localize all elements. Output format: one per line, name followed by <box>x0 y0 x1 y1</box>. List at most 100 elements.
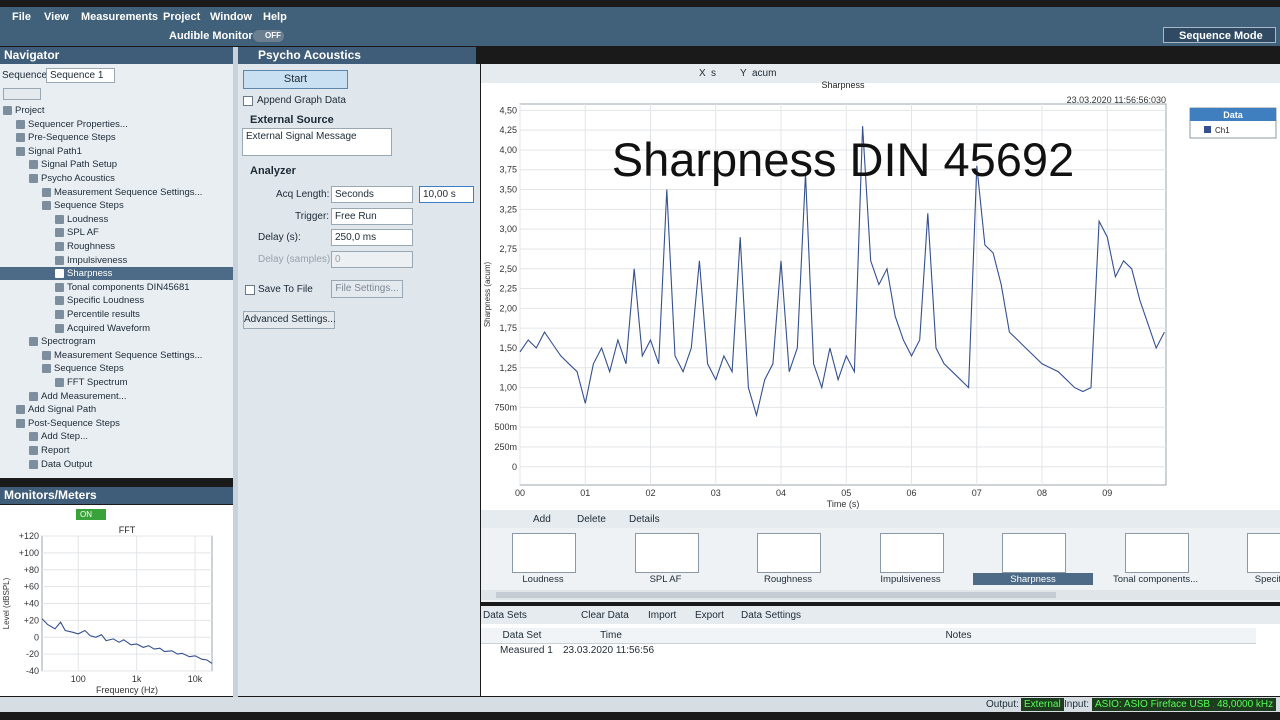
thumbnail[interactable] <box>1124 533 1189 573</box>
y-unit-select[interactable]: acum <box>752 68 777 79</box>
table-cell: 23.03.2020 11:56:56 <box>563 645 655 656</box>
advanced-button[interactable]: Advanced Settings... <box>243 311 336 329</box>
y-tick-label: 3,75 <box>499 165 517 175</box>
data-sets-title: Data Sets <box>483 610 527 621</box>
scrollbar[interactable] <box>481 590 1280 600</box>
x-tick-label: 04 <box>776 488 786 498</box>
thumbnail[interactable] <box>1002 533 1066 573</box>
rate-value: 48,0000 kHz <box>1214 698 1277 711</box>
monitor-toggle[interactable]: ON <box>76 509 106 520</box>
y-tick-label: 2,50 <box>499 264 517 274</box>
tree-item[interactable]: Roughness <box>67 241 116 252</box>
file-settings-button[interactable]: File Settings... <box>331 280 403 298</box>
sequence-select[interactable]: Sequence 1 <box>46 68 115 83</box>
thumbnail-label[interactable]: Sharpness <box>1010 574 1056 585</box>
analyzer-heading: Analyzer <box>250 165 296 177</box>
acq-length-input[interactable]: 10,00 s <box>419 186 474 203</box>
tree-icon <box>29 446 38 455</box>
scroll-thumb[interactable] <box>496 592 1056 598</box>
thumbnail-label[interactable]: Roughness <box>763 574 813 585</box>
tree-item[interactable]: Measurement Sequence Settings... <box>54 349 203 361</box>
navigator: Sequence: Sequence 1 Project Sequencer Pr… <box>0 64 233 478</box>
tree-item[interactable]: Spectrogram <box>41 336 96 348</box>
tree-item[interactable]: Measurement Sequence Settings... <box>54 186 203 198</box>
tree-item[interactable]: Post-Sequence Steps <box>28 417 120 429</box>
thumbnail-label[interactable]: Tonal components... <box>1112 574 1199 585</box>
tree-item[interactable]: Sharpness <box>67 268 113 280</box>
audible-toggle[interactable]: OFF <box>253 30 284 42</box>
tree-item[interactable]: Loudness <box>67 213 109 225</box>
tree-item[interactable]: Add Step... <box>41 431 89 443</box>
menu-item[interactable]: Window <box>210 11 253 23</box>
thumbnail[interactable] <box>512 533 576 573</box>
table-header: Notes <box>945 630 972 641</box>
tree-item[interactable]: Add Measurement... <box>41 390 127 402</box>
tree-item[interactable]: Impulsiveness <box>67 254 128 266</box>
y-tick-label: 4,50 <box>499 105 517 115</box>
settings-button[interactable]: Data Settings <box>741 610 802 621</box>
legend-swatch <box>1204 126 1211 133</box>
save-checkbox[interactable] <box>245 285 255 295</box>
tree-item[interactable]: Psycho Acoustics <box>41 173 115 184</box>
y-tick-label: 3,00 <box>499 224 517 234</box>
tree-icon <box>55 228 64 238</box>
menu-item[interactable]: Project <box>163 11 201 23</box>
tree-icon <box>55 378 64 387</box>
legend-entry: Ch1 <box>1215 126 1230 135</box>
tree-item[interactable]: Sequence Steps <box>54 363 124 375</box>
append-checkbox[interactable] <box>243 96 253 106</box>
menu-item[interactable]: Help <box>263 11 287 23</box>
tree-item[interactable]: Report <box>41 445 70 456</box>
tree-item[interactable]: Sequencer Properties... <box>28 118 128 130</box>
tree-icon <box>16 119 25 129</box>
tree-icon <box>16 133 25 143</box>
thumbnail-label[interactable]: Impulsiveness <box>880 574 941 585</box>
export-button[interactable]: Export <box>695 610 724 621</box>
import-button[interactable]: Import <box>648 610 677 621</box>
y-tick-label: 0 <box>34 632 39 642</box>
tree-item[interactable]: Sequence Steps <box>54 200 124 212</box>
x-unit-select[interactable]: s <box>711 68 716 79</box>
thumbnail-label[interactable]: Specific Lo <box>1254 574 1280 585</box>
thumbnail-label[interactable]: SPL AF <box>649 574 682 585</box>
sharpness-chart: 0 250m 500m 750m 1,00 1,25 1,50 1,75 2,00 2,25 2,5… <box>483 80 1277 509</box>
tree-item[interactable]: Pre-Sequence Steps <box>28 132 116 144</box>
tree-item[interactable]: Tonal components DIN45681 <box>67 281 190 293</box>
y-tick-label: 1,00 <box>499 383 517 393</box>
thumbnail[interactable] <box>1247 533 1280 573</box>
delay-input[interactable]: 250,0 ms <box>331 229 413 246</box>
trigger-select[interactable]: Free Run <box>331 208 413 225</box>
tree-item[interactable]: SPL AF <box>67 227 99 239</box>
tree-item[interactable]: Project <box>15 105 45 116</box>
tree-item[interactable]: Specific Loudness <box>67 295 145 307</box>
details-button[interactable]: Details <box>629 514 660 525</box>
x-tick-label: 1k <box>132 674 142 684</box>
delete-button[interactable]: Delete <box>577 514 606 525</box>
tree-item[interactable]: Add Signal Path <box>28 404 97 416</box>
tree-item[interactable]: Acquired Waveform <box>67 322 151 334</box>
add-button[interactable]: Add <box>533 514 551 525</box>
tree-item[interactable]: Percentile results <box>67 309 140 320</box>
acq-unit-select[interactable]: Seconds <box>331 186 413 203</box>
tree-item[interactable]: Signal Path Setup <box>41 159 118 171</box>
clear-button[interactable]: Clear Data <box>581 610 629 621</box>
run-button[interactable] <box>3 88 41 100</box>
tree-icon <box>29 432 38 442</box>
x-tick-label: 100 <box>71 674 86 684</box>
menu-item[interactable]: File <box>12 11 31 23</box>
mode-select[interactable]: Sequence Mode <box>1163 27 1276 43</box>
tree-item[interactable]: Data Output <box>41 458 93 470</box>
menu-item[interactable]: Measurements <box>81 11 159 23</box>
y-tick-label: 1,50 <box>499 343 517 353</box>
tree-icon <box>3 106 12 115</box>
thumbnail[interactable] <box>634 533 699 573</box>
audible-monitor[interactable]: Audible Monitor <box>169 30 253 42</box>
thumbnail[interactable] <box>757 533 821 573</box>
tree-item[interactable]: Signal Path1 <box>28 145 82 157</box>
menu-item[interactable]: View <box>44 11 69 23</box>
thumbnail[interactable] <box>879 533 944 573</box>
start-button[interactable]: Start <box>243 70 348 89</box>
tree-item[interactable]: FFT Spectrum <box>67 377 128 388</box>
thumbnail-label[interactable]: Loudness <box>522 574 564 585</box>
